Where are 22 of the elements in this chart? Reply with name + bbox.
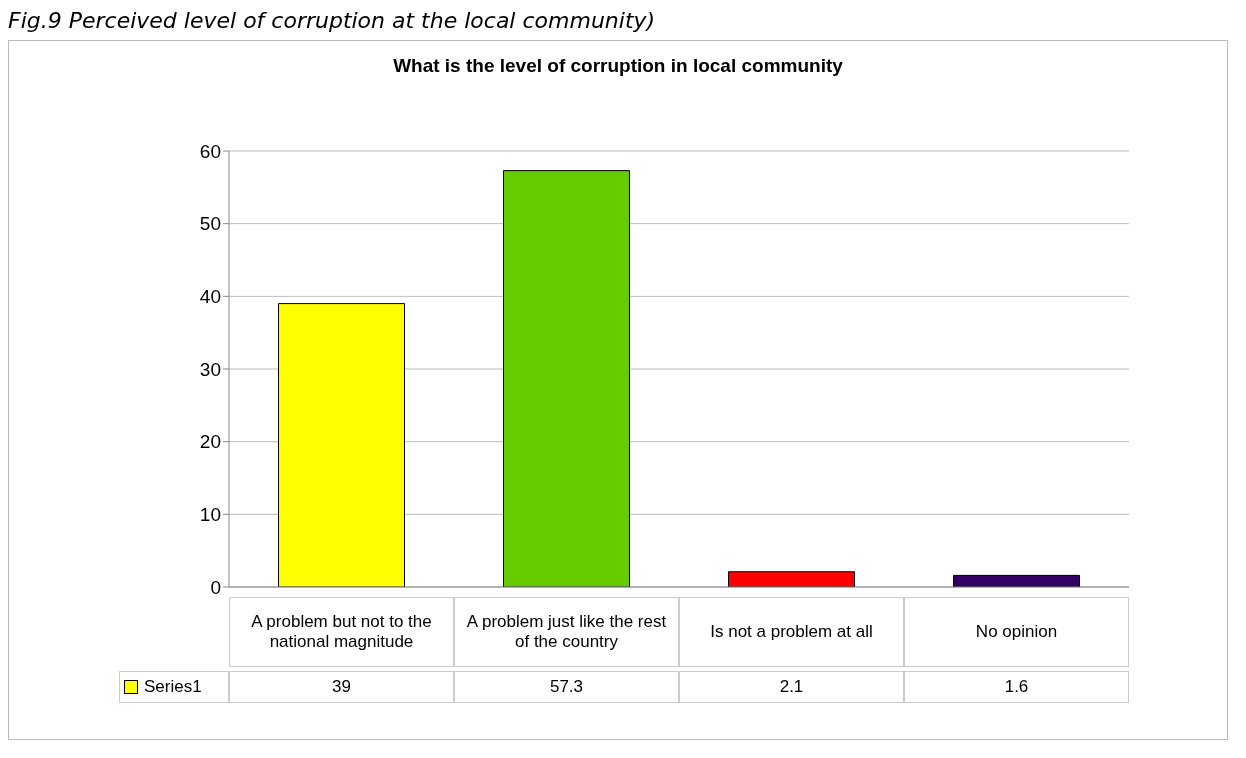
bar (278, 303, 405, 587)
y-tick-label: 10 (199, 504, 221, 526)
bar (728, 571, 855, 587)
legend-label: Series1 (119, 671, 229, 703)
data-label: 57.3 (454, 671, 679, 703)
y-tick-label: 60 (199, 140, 221, 162)
x-tick-label: A problem just like the rest of the country (454, 597, 679, 667)
chart-title: What is the level of corruption in local community (392, 55, 844, 77)
bar (503, 170, 630, 587)
bar (953, 574, 1080, 587)
y-tick-label: 20 (199, 431, 221, 453)
data-label: 39 (229, 671, 454, 703)
y-tick-label: 50 (199, 213, 221, 235)
x-tick-label: Is not a problem at all (679, 597, 904, 667)
y-tick-label: 40 (199, 286, 221, 308)
data-label: 2.1 (679, 671, 904, 703)
x-tick-label: A problem but not to the national magnitude (229, 597, 454, 667)
x-tick-label: No opinion (904, 597, 1129, 667)
data-label: 1.6 (904, 671, 1129, 703)
y-tick-label: 30 (199, 358, 221, 380)
caption: Fig.9 Perceived level of corruption at the local community) (8, 8, 657, 35)
y-tick-label: 0 (210, 576, 221, 598)
